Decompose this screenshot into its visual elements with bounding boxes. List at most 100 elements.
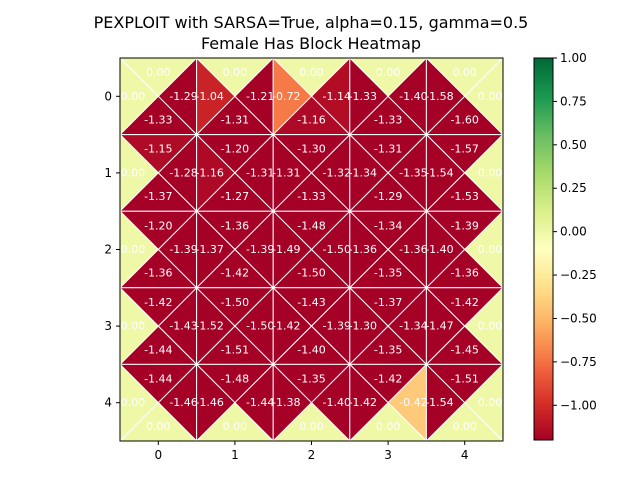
- cell-label-0-1-down: -1.31: [221, 114, 249, 127]
- cell-label-4-2-down: 0.00: [299, 420, 324, 433]
- cell-label-0-0-right: -1.29: [169, 90, 197, 103]
- cell-label-3-4-up: -1.42: [450, 296, 478, 309]
- cell-label-4-3-down: 0.00: [376, 420, 401, 433]
- cell-label-4-2-up: -1.35: [297, 372, 325, 385]
- cell-label-3-3-left: -1.30: [349, 320, 377, 333]
- cell-label-2-3-left: -1.36: [349, 243, 377, 256]
- cell-label-0-4-right: 0.00: [478, 90, 503, 103]
- cell-label-4-0-up: -1.44: [144, 372, 172, 385]
- colorbar-tick-label-3: 0.25: [560, 181, 587, 195]
- colorbar-tick-label-0: 1.00: [560, 51, 587, 65]
- cell-label-1-1-right: -1.31: [246, 166, 274, 179]
- cell-label-0-2-down: -1.16: [297, 114, 325, 127]
- cell-label-2-0-down: -1.36: [144, 267, 172, 280]
- cell-label-3-3-right: -1.34: [399, 320, 427, 333]
- cell-label-4-4-right: 0.00: [478, 396, 503, 409]
- colorbar-tick-label-2: 0.50: [560, 138, 587, 152]
- colorbar-tick-label-1: 0.75: [560, 94, 587, 108]
- cell-label-1-3-right: -1.35: [399, 166, 427, 179]
- cell-label-0-3-left: -1.33: [349, 90, 377, 103]
- cell-label-3-1-right: -1.50: [246, 320, 274, 333]
- cell-label-3-2-left: -1.42: [272, 320, 300, 333]
- cell-label-2-1-down: -1.42: [221, 267, 249, 280]
- cell-label-3-1-up: -1.50: [221, 296, 249, 309]
- chart-title-line1: PEXPLOIT with SARSA=True, alpha=0.15, ga…: [94, 13, 529, 32]
- cell-label-1-3-left: -1.34: [349, 166, 377, 179]
- cell-label-2-4-up: -1.39: [450, 219, 478, 232]
- cell-label-1-0-left: 0.00: [121, 166, 146, 179]
- colorbar-tick-label-4: 0.00: [560, 225, 587, 239]
- cell-label-2-1-left: -1.37: [195, 243, 223, 256]
- cell-label-4-4-down: 0.00: [452, 420, 477, 433]
- cell-label-4-1-right: -1.44: [246, 396, 274, 409]
- cell-label-3-4-right: 0.00: [478, 320, 503, 333]
- y-tick-label-1: 1: [104, 166, 112, 180]
- cell-label-2-4-left: -1.40: [425, 243, 453, 256]
- cell-label-0-4-up: 0.00: [452, 66, 477, 79]
- y-tick-label-4: 4: [104, 396, 112, 410]
- cell-label-3-3-up: -1.37: [374, 296, 402, 309]
- heatmap-cell-labels: 0.000.00 -1.29-1.330.00-1.04 -1.21-1.310.0…: [121, 66, 502, 433]
- cell-label-2-0-up: -1.20: [144, 219, 172, 232]
- cell-label-2-4-right: 0.00: [478, 243, 503, 256]
- cell-label-3-2-down: -1.40: [297, 343, 325, 356]
- cell-label-3-0-down: -1.44: [144, 343, 172, 356]
- chart-title-line2: Female Has Block Heatmap: [201, 34, 421, 53]
- colorbar-tick-label-7: −0.75: [560, 355, 597, 369]
- cell-label-1-2-left: -1.31: [272, 166, 300, 179]
- cell-label-0-3-right: -1.40: [399, 90, 427, 103]
- colorbar-tick-label-6: −0.50: [560, 311, 597, 325]
- cell-label-3-0-left: 0.00: [121, 320, 146, 333]
- cell-label-3-3-down: -1.35: [374, 343, 402, 356]
- cell-label-2-2-up: -1.48: [297, 219, 325, 232]
- cell-label-3-4-down: -1.45: [450, 343, 478, 356]
- cell-label-0-0-down: -1.33: [144, 114, 172, 127]
- cell-label-0-0-left: 0.00: [121, 90, 146, 103]
- cell-label-1-0-right: -1.28: [169, 166, 197, 179]
- cell-label-1-4-up: -1.57: [450, 143, 478, 156]
- y-tick-label-2: 2: [104, 243, 112, 257]
- cell-label-4-1-down: 0.00: [223, 420, 248, 433]
- cell-label-0-0-up: 0.00: [146, 66, 171, 79]
- y-tick-label-3: 3: [104, 319, 112, 333]
- cell-label-2-1-up: -1.36: [221, 219, 249, 232]
- cell-label-3-4-left: -1.47: [425, 320, 453, 333]
- cell-label-3-1-down: -1.51: [221, 343, 249, 356]
- cell-label-0-2-up: 0.00: [299, 66, 324, 79]
- cell-label-3-2-right: -1.39: [323, 320, 351, 333]
- cell-label-0-1-left: -1.04: [195, 90, 223, 103]
- y-tick-label-0: 0: [104, 89, 112, 103]
- cell-label-0-4-down: -1.60: [450, 114, 478, 127]
- cell-label-2-1-right: -1.39: [246, 243, 274, 256]
- cell-label-2-3-up: -1.34: [374, 219, 402, 232]
- cell-label-1-4-down: -1.53: [450, 190, 478, 203]
- cell-label-2-0-right: -1.39: [169, 243, 197, 256]
- cell-label-4-3-left: -1.42: [349, 396, 377, 409]
- colorbar-tick-label-8: −1.00: [560, 398, 597, 412]
- cell-label-4-0-down: 0.00: [146, 420, 171, 433]
- cell-label-0-2-left: -0.72: [272, 90, 300, 103]
- cell-label-4-0-left: 0.00: [121, 396, 146, 409]
- heatmap-axes: 0 1 2 3 4 0 1 2 3 4: [104, 57, 504, 462]
- cell-label-4-2-left: -1.38: [272, 396, 300, 409]
- cell-label-1-0-up: -1.15: [144, 143, 172, 156]
- cell-label-1-2-down: -1.33: [297, 190, 325, 203]
- heatmap-cells: [118, 56, 505, 443]
- cell-label-0-1-up: 0.00: [223, 66, 248, 79]
- cell-label-3-1-left: -1.52: [195, 320, 223, 333]
- cell-label-1-2-right: -1.32: [323, 166, 351, 179]
- x-tick-label-2: 2: [308, 448, 316, 462]
- cell-label-1-4-left: -1.54: [425, 166, 453, 179]
- cell-label-1-1-left: -1.16: [195, 166, 223, 179]
- cell-label-2-3-down: -1.35: [374, 267, 402, 280]
- cell-label-3-2-up: -1.43: [297, 296, 325, 309]
- cell-label-0-3-up: 0.00: [376, 66, 401, 79]
- cell-label-4-4-left: -1.54: [425, 396, 453, 409]
- cell-label-2-0-left: 0.00: [121, 243, 146, 256]
- cell-label-1-3-up: -1.31: [374, 143, 402, 156]
- cell-label-1-3-down: -1.29: [374, 190, 402, 203]
- cell-label-4-0-right: -1.46: [169, 396, 197, 409]
- cell-label-0-3-down: -1.33: [374, 114, 402, 127]
- x-tick-label-1: 1: [231, 448, 239, 462]
